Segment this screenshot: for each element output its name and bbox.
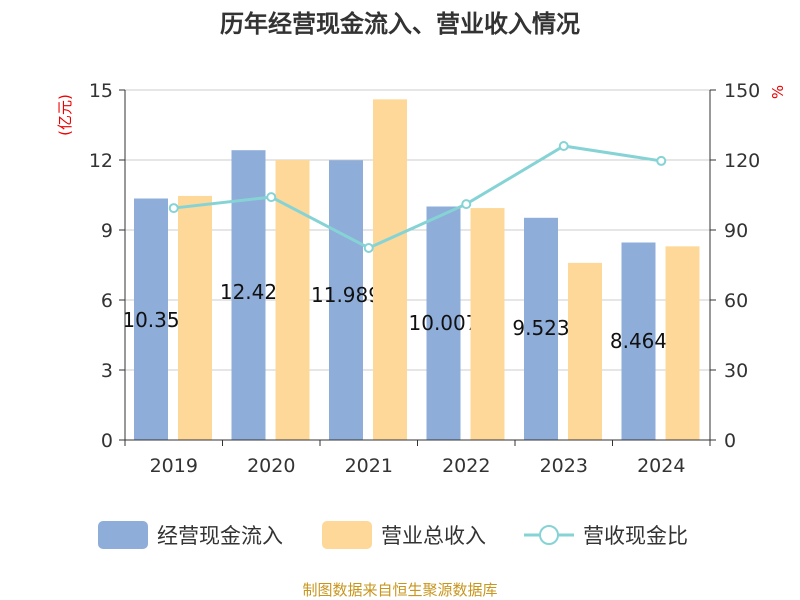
legend-label[interactable]: 营收现金比 [583, 524, 688, 548]
bar-revenue [470, 208, 505, 440]
xtick-label: 2020 [247, 455, 295, 477]
ytick-right-label: 120 [724, 150, 760, 172]
bar-revenue [373, 99, 407, 440]
ytick-left-label: 0 [101, 430, 113, 452]
ytick-right-label: 150 [724, 80, 760, 102]
xtick-label: 2019 [150, 455, 198, 477]
data-label: 12.42 [220, 280, 277, 304]
ytick-left-label: 12 [89, 150, 113, 172]
ytick-left-label: 3 [101, 360, 113, 382]
ylabel-right: % [769, 85, 787, 99]
legend-swatch-cash-inflow [98, 521, 148, 549]
ytick-left-label: 6 [101, 290, 113, 312]
ytick-left-label: 15 [89, 80, 113, 102]
legend-label[interactable]: 经营现金流入 [157, 524, 283, 548]
line-point [461, 199, 472, 210]
xtick-label: 2021 [345, 455, 393, 477]
line-point [363, 242, 374, 253]
data-label: 11.989 [311, 283, 381, 307]
data-label: 10.007 [409, 311, 479, 335]
data-label: 8.464 [610, 329, 667, 353]
legend-swatch-revenue [322, 521, 372, 549]
line-ratio [173, 144, 662, 250]
line-point [656, 155, 667, 166]
bar-revenue [178, 195, 212, 440]
chart-title: 历年经营现金流入、营业收入情况 [220, 10, 580, 38]
bar-cash-inflow [134, 198, 168, 440]
line-point [266, 192, 277, 203]
ytick-left-label: 9 [101, 220, 113, 242]
xtick-label: 2023 [540, 455, 588, 477]
ylabel-left: (亿元) [56, 94, 74, 136]
bar-cash-inflow [621, 242, 656, 440]
bar-revenue [568, 262, 602, 440]
xtick-label: 2022 [442, 455, 490, 477]
bar-cash-inflow [426, 206, 461, 440]
bar-revenue [665, 246, 700, 440]
bar-cash-inflow [524, 217, 558, 440]
legend-marker [539, 525, 559, 545]
bar-cash-inflow [329, 160, 363, 441]
line-point [558, 141, 569, 151]
data-label: 9.523 [512, 316, 569, 340]
ytick-right-label: 60 [724, 290, 748, 312]
ytick-right-label: 90 [724, 220, 748, 242]
data-label: 10.35 [122, 308, 179, 332]
legend-label[interactable]: 营业总收入 [381, 524, 486, 548]
ytick-right-label: 0 [724, 430, 736, 452]
xtick-label: 2024 [637, 455, 685, 477]
line-point [168, 203, 179, 214]
source-note: 制图数据来自恒生聚源数据库 [302, 581, 497, 599]
ytick-right-label: 30 [724, 360, 748, 382]
